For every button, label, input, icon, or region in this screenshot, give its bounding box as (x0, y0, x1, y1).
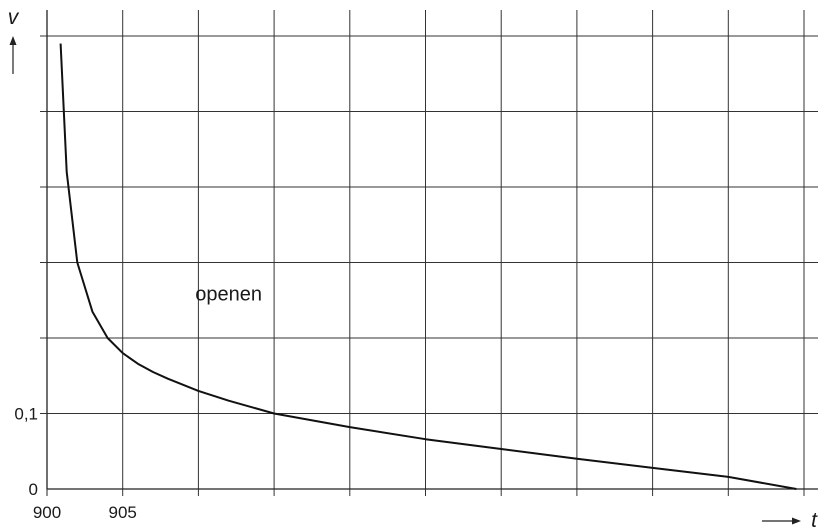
y-axis-label: v (8, 6, 20, 29)
annotation-label: openen (195, 283, 262, 305)
data-curve (61, 44, 797, 489)
x-axis-label: t (811, 509, 818, 531)
grid (47, 10, 818, 489)
y-axis-arrow-head (10, 36, 17, 45)
tick-marks (40, 36, 804, 496)
axes (47, 10, 818, 489)
y-tick-label: 0,1 (14, 405, 38, 424)
y-tick-label: 0 (29, 480, 38, 499)
x-tick-label: 905 (109, 503, 137, 522)
x-tick-label: 900 (33, 503, 61, 522)
curve-layer (61, 44, 797, 489)
x-axis-arrow-head (792, 518, 801, 525)
labels-layer: 900 905 0 0,1 v t openen (8, 6, 818, 531)
